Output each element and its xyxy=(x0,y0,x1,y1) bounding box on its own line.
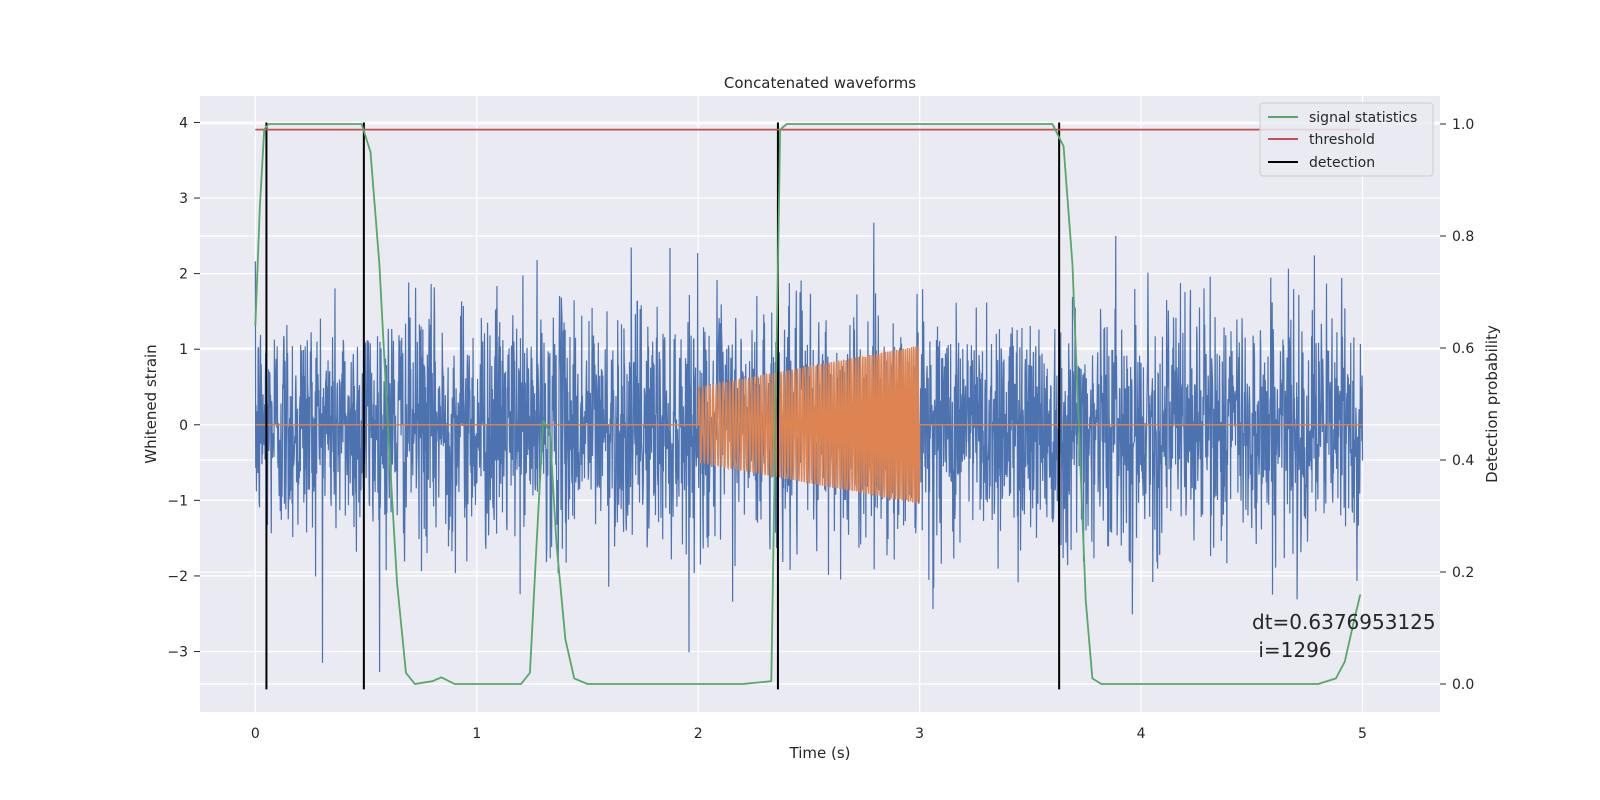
y-left-tick-label-4: 1 xyxy=(179,342,188,358)
legend-label-detection: detection xyxy=(1309,155,1375,171)
y-left-tick-label-6: 3 xyxy=(179,191,188,207)
legend: signal statistics threshold detection xyxy=(1259,102,1434,177)
x-axis-label: Time (s) xyxy=(789,744,851,762)
y-left-tick-label-0: −3 xyxy=(167,645,188,661)
y-left-tick-label-2: −1 xyxy=(167,493,188,509)
y-right-tick-label-3: 0.6 xyxy=(1452,341,1474,357)
legend-label-signal-statistics: signal statistics xyxy=(1309,110,1417,126)
y-right-tick-label-1: 0.2 xyxy=(1452,565,1474,581)
detection-series xyxy=(265,122,1061,690)
y-right-axis-label: Detection probability xyxy=(1483,325,1501,483)
y-left-tick-label-1: −2 xyxy=(167,569,188,585)
x-tick-label-1: 1 xyxy=(472,726,481,742)
y-left-tick-label-3: 0 xyxy=(179,418,188,434)
x-tick-label-0: 0 xyxy=(251,726,260,742)
y-right-tick-label-0: 0.0 xyxy=(1452,677,1474,693)
signal-statistics-series xyxy=(254,123,1362,685)
y-left-tick-label-7: 4 xyxy=(179,115,188,131)
template-line xyxy=(255,345,1363,504)
y-right-tick-label-2: 0.4 xyxy=(1452,453,1474,469)
y-right-tick-label-5: 1.0 xyxy=(1452,117,1474,133)
y-left-tick-label-5: 2 xyxy=(179,267,188,283)
legend-box xyxy=(1259,102,1434,177)
x-tick-label-5: 5 xyxy=(1358,726,1367,742)
annotation-i: i=1296 xyxy=(1252,638,1332,662)
y-left-axis-ticks: −3 −2 −1 0 1 2 3 4 xyxy=(167,115,200,661)
x-tick-label-3: 3 xyxy=(915,726,924,742)
x-tick-label-4: 4 xyxy=(1137,726,1146,742)
chart-title: Concatenated waveforms xyxy=(724,74,916,92)
legend-label-threshold: threshold xyxy=(1309,132,1375,148)
annotation-dt: dt=0.6376953125 xyxy=(1252,610,1436,634)
y-right-tick-label-4: 0.8 xyxy=(1452,229,1474,245)
x-tick-label-2: 2 xyxy=(694,726,703,742)
y-right-axis-ticks: 0.0 0.2 0.4 0.6 0.8 1.0 xyxy=(1440,117,1474,693)
signal-statistics-line xyxy=(254,123,1362,685)
y-left-axis-label: Whitened strain xyxy=(142,344,160,463)
template-series xyxy=(255,345,1363,504)
x-axis-ticks: 0 1 2 3 4 5 xyxy=(251,726,1367,742)
